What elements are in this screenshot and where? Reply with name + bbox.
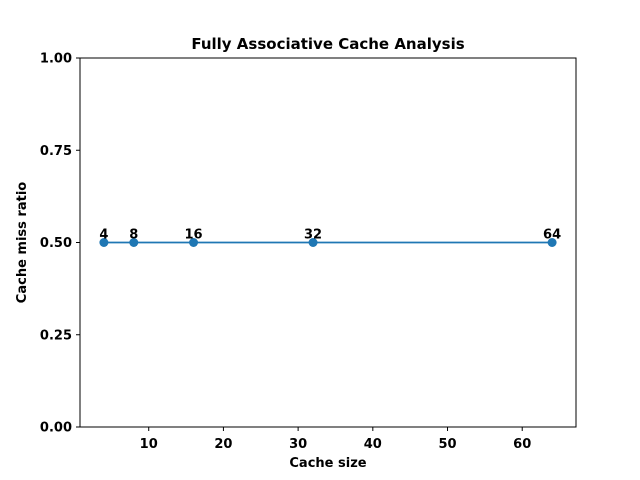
- y-tick-label: 0.25: [40, 328, 72, 343]
- x-axis: 10 20 30 40 50 60: [140, 427, 531, 452]
- y-tick-label: 0.75: [40, 144, 72, 159]
- x-tick-label: 40: [364, 437, 382, 452]
- data-point-label: 16: [184, 228, 202, 243]
- x-tick-label: 50: [438, 437, 456, 452]
- x-tick-label: 10: [140, 437, 158, 452]
- y-tick-label: 0.50: [40, 236, 72, 251]
- data-point-label: 4: [99, 228, 108, 243]
- y-tick-label: 0.00: [40, 421, 72, 436]
- data-point-label: 32: [304, 228, 322, 243]
- data-point: [547, 238, 557, 247]
- x-tick-label: 30: [289, 437, 307, 452]
- series-layer: 4 8 16 32 64: [99, 228, 561, 247]
- data-point: [189, 238, 199, 247]
- data-point: [308, 238, 318, 247]
- chart-title: Fully Associative Cache Analysis: [191, 35, 464, 53]
- x-axis-label: Cache size: [289, 456, 366, 471]
- data-point-label: 8: [129, 228, 138, 243]
- data-point-label: 64: [543, 228, 561, 243]
- x-tick-label: 60: [513, 437, 531, 452]
- y-axis: 0.00 0.25 0.50 0.75 1.00: [40, 52, 80, 436]
- x-tick-label: 20: [214, 437, 232, 452]
- y-tick-label: 1.00: [40, 52, 72, 67]
- data-point: [99, 238, 109, 247]
- data-point: [129, 238, 139, 247]
- y-axis-label: Cache miss ratio: [15, 182, 30, 303]
